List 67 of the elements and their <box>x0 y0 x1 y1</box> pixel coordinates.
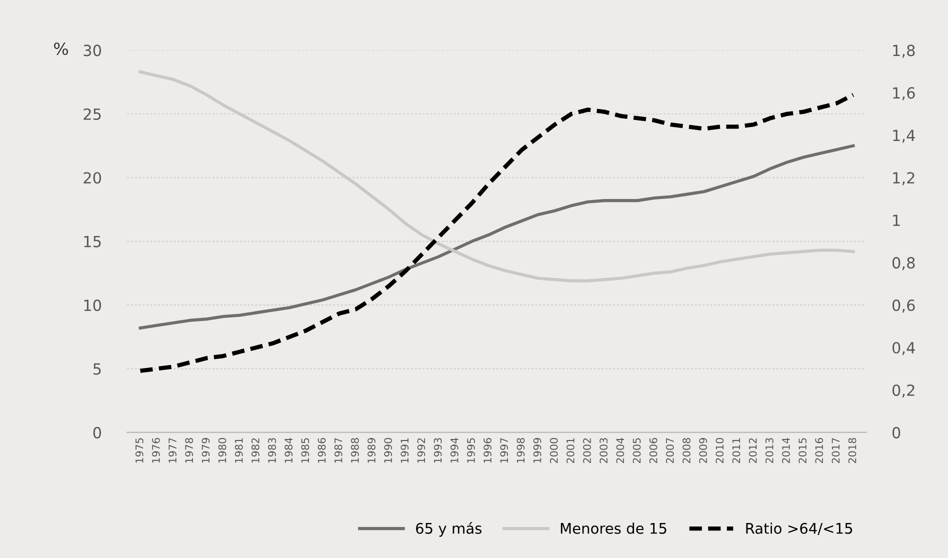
y2-tick-label: 1,8 <box>893 44 915 58</box>
x-tick-label: 1999 <box>533 438 542 463</box>
y-tick-label: 5 <box>93 363 101 375</box>
y-tick-label: 20 <box>84 172 102 184</box>
x-tick-label: 2016 <box>815 438 824 464</box>
legend-label: Menores de 15 <box>560 522 666 534</box>
x-tick-label: 1981 <box>234 438 243 463</box>
y-tick-label: 15 <box>84 236 101 248</box>
x-tick-label: 2014 <box>782 438 790 464</box>
x-tick-label: 2004 <box>616 438 624 464</box>
x-tick-label: 1978 <box>185 438 194 463</box>
x-tick-label: 1986 <box>318 438 326 463</box>
y2-tick-label: 1 <box>893 214 900 226</box>
x-tick-label: 2012 <box>748 438 757 464</box>
x-tick-label: 1987 <box>334 438 342 463</box>
x-tick-label: 2011 <box>732 438 740 464</box>
x-tick-label: 1985 <box>301 438 310 463</box>
y-tick-label: 30 <box>84 44 102 56</box>
x-tick-label: 1976 <box>152 438 160 463</box>
x-tick-label: 1975 <box>135 438 144 463</box>
x-tick-label: 2001 <box>566 438 574 464</box>
x-tick-label: 1982 <box>251 438 260 463</box>
x-tick-label: 1993 <box>434 438 442 463</box>
x-tick-label: 2010 <box>716 438 724 464</box>
x-tick-label: 1977 <box>168 438 176 463</box>
y2-tick-label: 0,8 <box>892 257 915 270</box>
x-tick-label: 1995 <box>467 438 475 463</box>
x-tick-label: 2003 <box>600 438 608 464</box>
y2-tick-label: 0,6 <box>892 300 915 313</box>
x-tick-label: 1994 <box>450 438 458 463</box>
y-axis-title: % <box>54 42 68 56</box>
legend-label: Ratio >64/<15 <box>746 522 852 536</box>
y-tick-label: 25 <box>84 108 101 120</box>
x-tick-label: 2005 <box>632 438 641 464</box>
y2-tick-label: 0,2 <box>892 384 914 398</box>
x-tick-label: 1980 <box>218 438 226 463</box>
y2-tick-label: 1,2 <box>893 172 914 186</box>
x-tick-label: 2009 <box>699 438 708 464</box>
x-tick-label: 2006 <box>649 438 658 464</box>
x-tick-label: 2018 <box>848 438 856 464</box>
legend-label: 65 y más <box>416 522 482 537</box>
x-tick-label: 2007 <box>666 438 674 464</box>
y2-tick-label: 1,4 <box>893 130 915 143</box>
y-tick-label: 0 <box>93 426 102 438</box>
x-tick-label: 1998 <box>516 438 525 463</box>
x-tick-label: 2015 <box>798 438 806 464</box>
x-tick-label: 1991 <box>400 438 409 463</box>
x-tick-label: 1990 <box>384 438 392 463</box>
line-series <box>138 144 855 330</box>
x-tick-label: 1989 <box>368 438 376 463</box>
y-tick-label: 10 <box>84 300 102 312</box>
x-tick-label: 1983 <box>268 438 276 463</box>
x-tick-label: 1997 <box>500 438 508 463</box>
line-series <box>138 92 856 373</box>
x-tick-label: 2002 <box>583 438 591 464</box>
x-tick-label: 1979 <box>202 438 210 463</box>
x-tick-label: 2013 <box>765 438 774 464</box>
x-tick-label: 2008 <box>682 438 690 464</box>
y2-tick-label: 0,4 <box>892 342 915 356</box>
x-tick-label: 2000 <box>550 438 558 464</box>
y2-tick-label: 1,6 <box>893 87 915 100</box>
x-tick-label: 2017 <box>832 438 840 464</box>
x-tick-label: 1988 <box>350 438 359 463</box>
x-tick-label: 1984 <box>284 438 293 463</box>
x-tick-label: 1996 <box>484 438 492 463</box>
y2-tick-label: 0 <box>892 426 900 438</box>
x-tick-label: 1992 <box>417 438 426 463</box>
